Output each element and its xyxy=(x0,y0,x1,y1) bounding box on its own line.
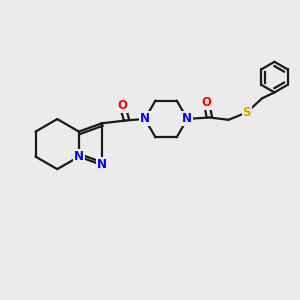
Text: N: N xyxy=(74,150,84,163)
Text: O: O xyxy=(117,99,127,112)
Text: S: S xyxy=(242,106,251,119)
Text: N: N xyxy=(182,112,192,125)
Text: N: N xyxy=(97,158,106,171)
Text: O: O xyxy=(201,96,212,109)
Text: N: N xyxy=(140,112,150,125)
